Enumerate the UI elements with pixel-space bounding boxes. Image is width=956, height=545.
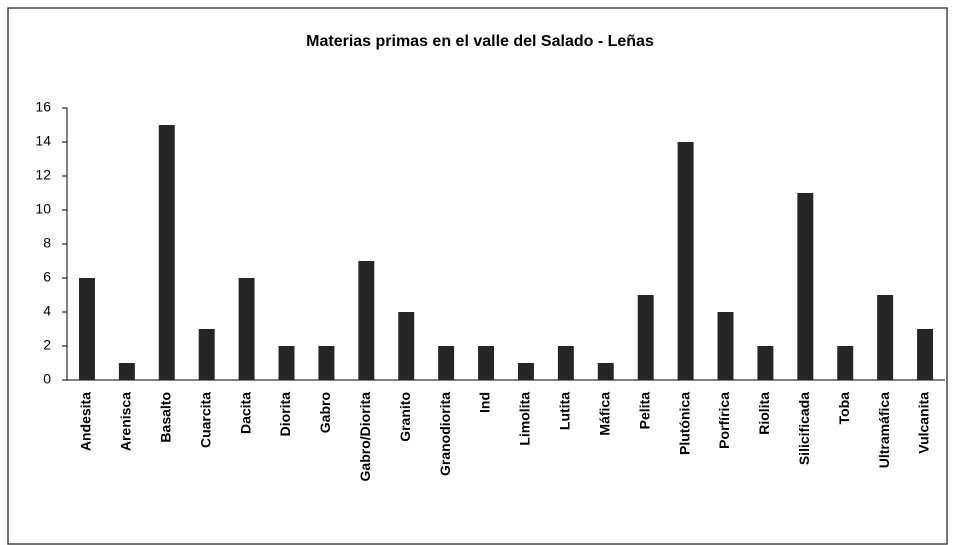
x-tick-label: Silicificada [796,392,812,465]
y-tick-label: 2 [43,337,51,353]
bar [478,346,495,380]
x-tick-label: Riolita [756,392,772,435]
x-tick-label: Vulcanita [916,392,932,454]
y-tick-label: 6 [43,269,51,285]
x-tick-label: Granito [397,392,413,442]
x-tick-label: Pelita [636,392,652,430]
y-tick-label: 12 [35,167,51,183]
bar [238,278,255,380]
bar [278,346,295,380]
y-tick-label: 8 [43,235,51,251]
x-tick-label: Toba [836,392,852,425]
x-tick-label: Granodiorita [437,392,453,476]
bar [677,142,694,380]
bar [837,346,854,380]
x-tick-label: Dacita [237,392,253,434]
y-tick-label: 4 [43,303,51,319]
x-tick-label: Cuarcita [197,392,213,448]
bar [597,363,614,380]
bar [118,363,135,380]
y-tick-label: 0 [43,371,51,387]
x-tick-label: Limolita [517,392,533,446]
x-tick-label: Basalto [157,392,173,443]
bar [557,346,574,380]
bar [917,329,934,380]
x-tick-label: Ultramáfica [876,392,892,468]
bar [517,363,534,380]
x-tick-label: Máfica [596,392,612,436]
x-tick-label: Lutita [557,392,573,430]
x-tick-label: Arenisca [118,392,134,451]
bar [717,312,734,380]
x-tick-label: Plutónica [676,392,692,455]
bar [438,346,455,380]
x-tick-label: Andesita [78,392,94,451]
bar [637,295,654,380]
bar [78,278,95,380]
x-tick-label: Gabro/Diorita [357,392,373,482]
bar [158,125,175,380]
x-tick-label: Diorita [277,392,293,437]
y-tick-label: 14 [35,133,51,149]
bar [797,193,814,380]
bar [358,261,375,380]
bar [398,312,415,380]
chart-title: Materias primas en el valle del Salado -… [306,33,654,50]
bar [757,346,774,380]
bar [318,346,335,380]
x-tick-label: Ind [477,392,493,413]
bar [877,295,894,380]
x-tick-label: Gabro [317,392,333,433]
y-tick-label: 10 [35,201,51,217]
bar [198,329,215,380]
x-tick-label: Porfírica [716,392,732,449]
y-tick-label: 16 [35,99,51,115]
